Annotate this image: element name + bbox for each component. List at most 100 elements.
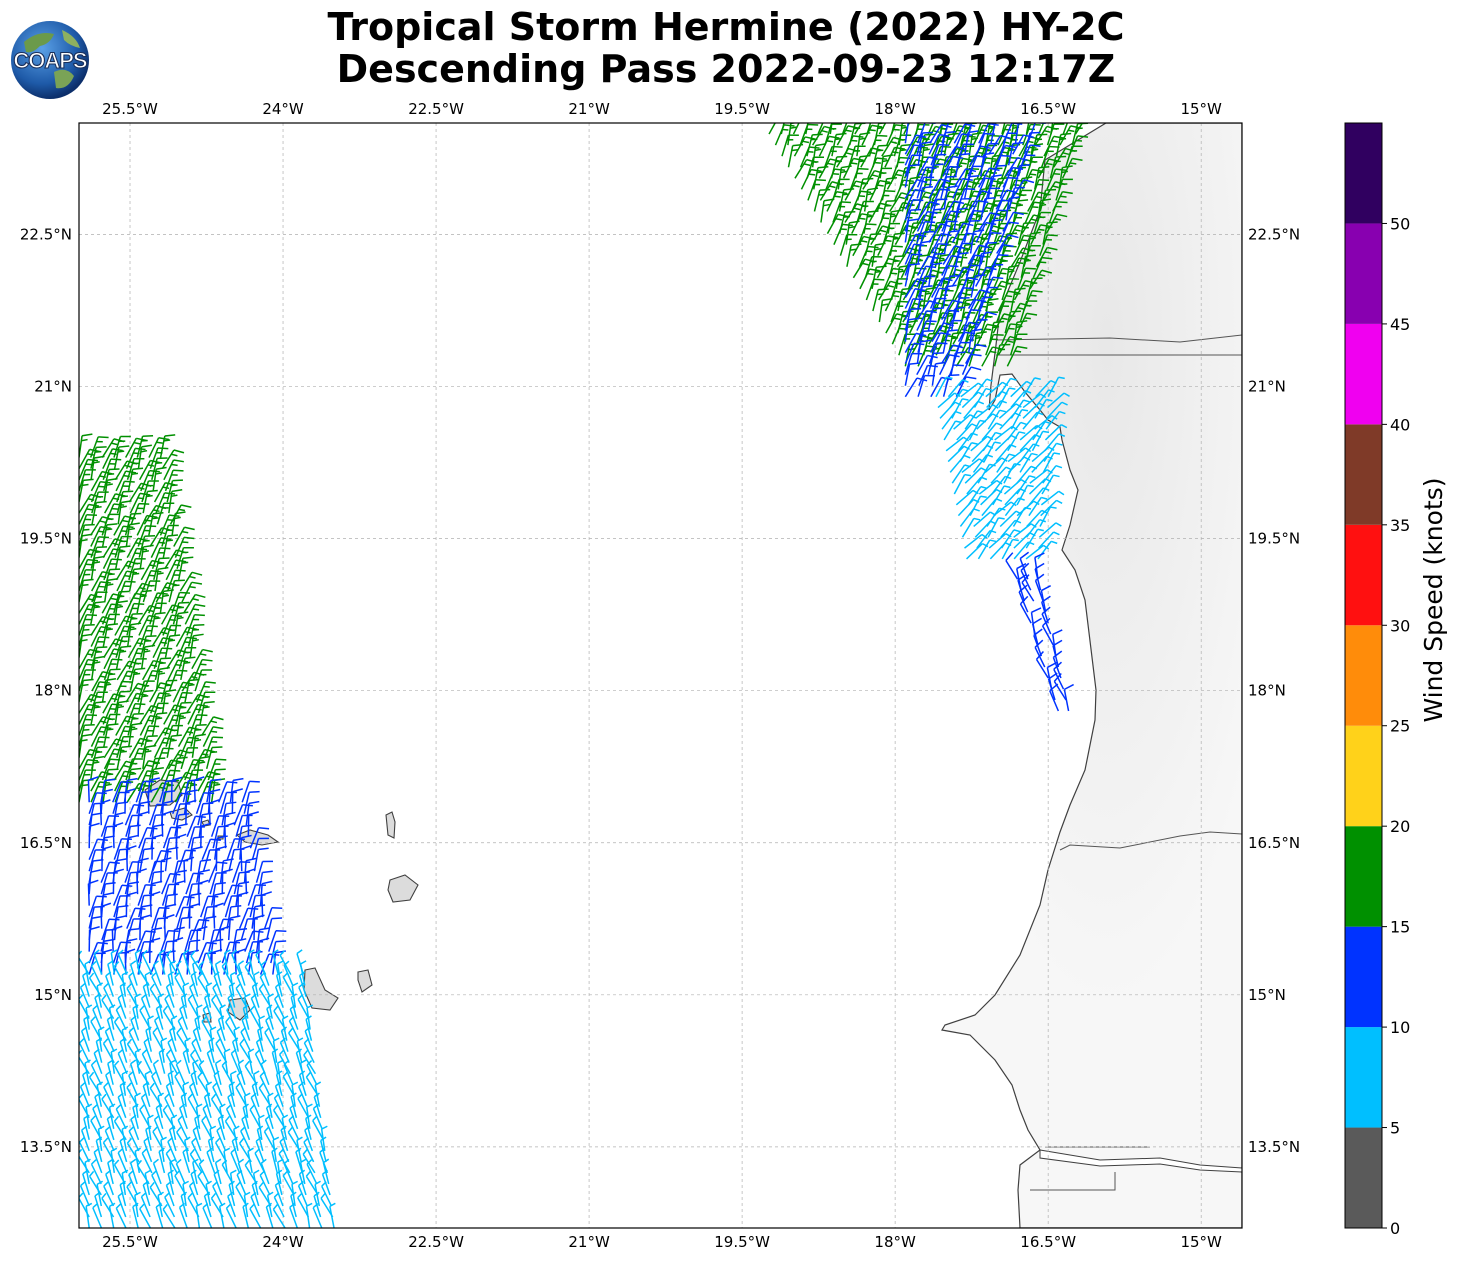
wind-barb bbox=[277, 960, 284, 986]
wind-barb-staff bbox=[939, 401, 956, 419]
wind-barb-flag bbox=[102, 892, 114, 896]
wind-barb-half-flag bbox=[93, 461, 100, 464]
wind-barb-half-flag bbox=[885, 239, 892, 243]
wind-barb-half-flag bbox=[99, 575, 107, 578]
wind-barb-staff bbox=[965, 299, 977, 320]
wind-barb-flag bbox=[238, 881, 250, 885]
wind-barb-flag bbox=[988, 123, 999, 126]
wind-barb bbox=[135, 780, 154, 803]
wind-barb-staff bbox=[1012, 200, 1019, 223]
wind-barb bbox=[977, 463, 996, 484]
wind-barb-flag bbox=[981, 251, 992, 255]
wind-barb-staff bbox=[953, 253, 959, 276]
wind-barb-staff bbox=[137, 605, 151, 625]
wind-barb-flag bbox=[866, 223, 877, 226]
wind-barb bbox=[904, 188, 926, 210]
wind-barb-staff bbox=[153, 737, 165, 759]
wind-barb-flag bbox=[145, 525, 157, 528]
wind-barb-staff bbox=[981, 346, 994, 367]
wind-barb bbox=[107, 960, 114, 986]
wind-barb-flag bbox=[1035, 573, 1045, 582]
wind-barb-half-flag bbox=[169, 619, 176, 622]
wind-barb-flag bbox=[225, 811, 236, 816]
wind-barb-flag bbox=[248, 811, 259, 816]
wind-barb bbox=[138, 827, 158, 849]
wind-barb-flag bbox=[142, 689, 154, 693]
wind-barb bbox=[1032, 256, 1053, 279]
wind-barb-staff bbox=[894, 179, 905, 201]
wind-barb-half-flag bbox=[151, 517, 159, 520]
wind-barb-staff bbox=[115, 546, 121, 569]
wind-barbs[interactable] bbox=[78, 100, 1098, 1228]
wind-barb-staff bbox=[994, 425, 1013, 441]
wind-barb-half-flag bbox=[171, 719, 178, 722]
wind-barb-staff bbox=[938, 354, 950, 376]
wind-barb bbox=[115, 645, 132, 669]
wind-barb-staff bbox=[929, 209, 935, 232]
wind-barb-half-flag bbox=[123, 474, 130, 478]
wind-barb bbox=[137, 689, 154, 714]
wind-barb-staff bbox=[90, 781, 101, 803]
wind-barb-half-flag bbox=[162, 486, 170, 490]
wind-barb-flag bbox=[177, 659, 189, 663]
wind-barb-half-flag bbox=[136, 752, 144, 755]
wind-barb-staff bbox=[114, 626, 125, 647]
wind-barb bbox=[126, 692, 147, 714]
wind-barb bbox=[103, 648, 125, 670]
wind-barb-staff bbox=[1025, 544, 1044, 560]
wind-barb bbox=[198, 960, 210, 986]
wind-barb-flag bbox=[81, 433, 93, 437]
wind-barb bbox=[177, 556, 194, 580]
wind-barb-flag bbox=[910, 176, 921, 180]
wind-barb-staff bbox=[214, 837, 219, 860]
wind-barb-half-flag bbox=[121, 530, 128, 533]
wind-barb-staff bbox=[161, 952, 167, 975]
wind-barb-half-flag bbox=[134, 993, 141, 998]
wind-barb-staff bbox=[951, 464, 966, 484]
wind-barb-half-flag bbox=[971, 442, 978, 445]
wind-barb-flag bbox=[111, 658, 123, 661]
wind-barb-staff bbox=[1024, 201, 1035, 223]
wind-barb-flag bbox=[914, 288, 926, 292]
wind-barb bbox=[943, 230, 960, 254]
wind-barb-flag bbox=[973, 210, 985, 213]
wind-barb-half-flag bbox=[964, 473, 972, 477]
wind-barb-staff bbox=[844, 180, 857, 201]
wind-barb-staff bbox=[1049, 690, 1060, 712]
wind-barb-half-flag bbox=[859, 137, 866, 141]
wind-barb-half-flag bbox=[300, 960, 307, 965]
wind-barb-staff bbox=[1021, 169, 1033, 190]
wind-barb-half-flag bbox=[171, 708, 179, 712]
wind-barb-staff bbox=[997, 336, 1011, 356]
wind-barb-half-flag bbox=[1007, 270, 1015, 273]
wind-barb-flag bbox=[200, 859, 212, 862]
wind-barb bbox=[79, 614, 97, 636]
wind-barb-half-flag bbox=[146, 619, 153, 622]
wind-barb-staff bbox=[162, 535, 169, 558]
wind-barb-staff bbox=[931, 277, 943, 298]
wind-barb-flag bbox=[945, 130, 956, 134]
wind-map[interactable]: 25.5°W25.5°W24°W24°W22.5°W22.5°W21°W21°W… bbox=[0, 0, 1330, 1264]
wind-barb-staff bbox=[953, 123, 966, 144]
wind-barb-flag bbox=[181, 916, 193, 920]
wind-barb-half-flag bbox=[132, 597, 140, 600]
wind-barb bbox=[117, 993, 127, 1019]
wind-barb-staff bbox=[833, 224, 844, 245]
wind-barb-staff bbox=[998, 387, 1010, 408]
wind-barb-flag bbox=[241, 824, 253, 828]
wind-barb bbox=[1031, 446, 1055, 463]
wind-barb-half-flag bbox=[939, 259, 947, 262]
wind-barb-flag bbox=[115, 811, 126, 816]
wind-barb-flag bbox=[912, 298, 924, 301]
wind-barb-staff bbox=[1014, 235, 1025, 257]
wind-barb-staff bbox=[953, 168, 967, 188]
wind-barb bbox=[944, 123, 946, 124]
wind-barb-staff bbox=[929, 124, 943, 144]
wind-barb-flag bbox=[986, 323, 998, 327]
wind-barb-flag bbox=[202, 658, 213, 662]
wind-barb-half-flag bbox=[98, 485, 105, 488]
wind-barb-flag bbox=[180, 792, 192, 796]
wind-barb-half-flag bbox=[963, 248, 971, 251]
wind-barb-half-flag bbox=[136, 642, 144, 645]
wind-barb-half-flag bbox=[145, 774, 152, 777]
